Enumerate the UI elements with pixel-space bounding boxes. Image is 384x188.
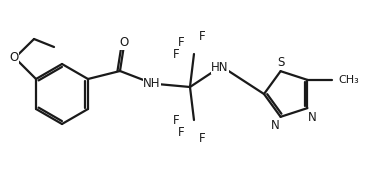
Text: F: F (173, 114, 179, 127)
Text: NH: NH (143, 77, 161, 89)
Text: F: F (178, 36, 184, 49)
Text: HN: HN (211, 61, 229, 74)
Text: F: F (173, 48, 179, 61)
Text: F: F (199, 131, 205, 145)
Text: O: O (119, 36, 129, 49)
Text: S: S (277, 56, 284, 69)
Text: CH₃: CH₃ (338, 75, 359, 85)
Text: F: F (178, 126, 184, 139)
Text: N: N (271, 119, 280, 132)
Text: O: O (9, 51, 19, 64)
Text: N: N (308, 111, 317, 124)
Text: F: F (199, 30, 205, 42)
